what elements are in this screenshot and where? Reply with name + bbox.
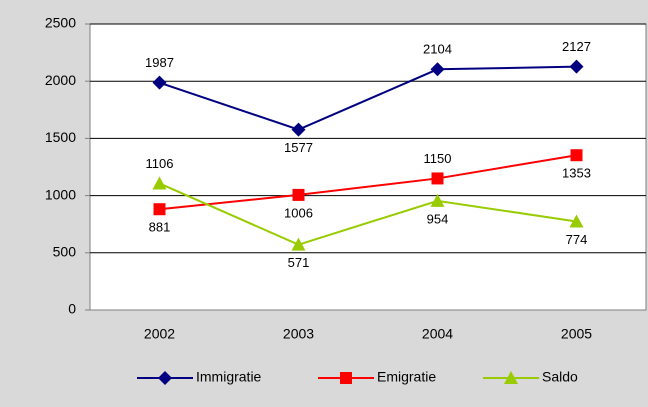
data-point bbox=[430, 193, 445, 207]
legend-marker bbox=[340, 372, 352, 384]
x-tick-label: 2003 bbox=[283, 326, 314, 342]
data-label: 2104 bbox=[423, 42, 452, 57]
data-point bbox=[569, 214, 584, 228]
data-point bbox=[431, 172, 444, 185]
data-point bbox=[153, 203, 166, 216]
x-tick-label: 2005 bbox=[561, 326, 592, 342]
series-line bbox=[159, 182, 577, 246]
data-point bbox=[291, 237, 306, 251]
data-point bbox=[152, 176, 167, 190]
legend-marker bbox=[158, 371, 172, 385]
legend-marker bbox=[504, 371, 518, 384]
series-line bbox=[159, 65, 577, 131]
data-point bbox=[430, 62, 445, 77]
data-label: 1106 bbox=[146, 156, 174, 171]
y-tick-label: 0 bbox=[68, 301, 76, 317]
data-label: 954 bbox=[427, 211, 449, 226]
legend-label: Immigratie bbox=[196, 369, 262, 385]
x-tick-label: 2004 bbox=[422, 326, 453, 342]
data-point bbox=[570, 149, 583, 162]
data-label: 2127 bbox=[562, 39, 591, 54]
data-label: 881 bbox=[149, 220, 171, 235]
y-tick-label: 1000 bbox=[45, 186, 76, 202]
data-label: 1150 bbox=[424, 151, 452, 166]
y-tick-label: 2000 bbox=[45, 72, 76, 88]
y-tick-label: 500 bbox=[53, 244, 77, 260]
series-line bbox=[159, 154, 577, 211]
y-tick-label: 1500 bbox=[45, 129, 76, 145]
data-label: 1987 bbox=[145, 55, 174, 70]
y-tick-label: 2500 bbox=[45, 15, 76, 31]
data-label: 774 bbox=[566, 232, 588, 247]
data-label: 1006 bbox=[284, 205, 313, 220]
data-label: 571 bbox=[288, 255, 310, 270]
x-tick-label: 2002 bbox=[144, 326, 175, 342]
legend-label: Emigratie bbox=[377, 369, 436, 385]
plot-area bbox=[89, 23, 647, 311]
legend-label: Saldo bbox=[542, 369, 578, 385]
data-point bbox=[569, 59, 584, 74]
data-label: 1577 bbox=[284, 140, 313, 155]
data-point bbox=[292, 188, 305, 201]
data-label: 1353 bbox=[562, 166, 591, 181]
data-point bbox=[152, 75, 167, 90]
data-point bbox=[291, 122, 306, 137]
